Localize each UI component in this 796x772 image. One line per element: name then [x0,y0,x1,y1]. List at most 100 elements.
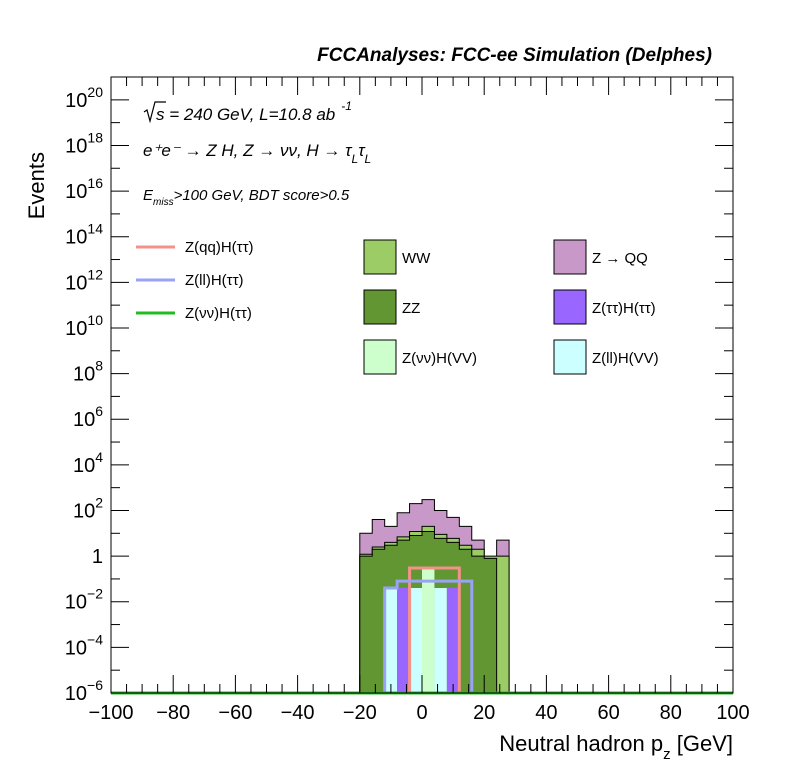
y-tick-label: 104 [73,449,103,477]
line-series-0 [408,566,461,693]
y-tick-base: 10 [65,272,87,294]
signal-layer [384,568,460,693]
signal-bar-1 [397,588,410,693]
x-tick-label: −20 [343,702,377,724]
signal-bar-4 [434,588,447,693]
x-tick-label: −40 [281,702,315,724]
legend-label: Z(qq)H(ττ) [185,239,254,256]
y-tick-base: 1 [92,546,103,568]
process-text: e⁺e⁻ → Z H, Z → νν, H → τ [143,141,353,160]
y-tick-base: 10 [65,90,87,112]
y-tick-exp: −4 [87,631,103,647]
legend: Z(qq)H(ττ) Z(ll)H(ττ) Z(νν)H(ττ) WW Z → QQ ZZ… [136,239,659,375]
y-tick-exp: 2 [95,494,103,510]
y-tick-label: 106 [73,403,103,431]
sqrt-symbol [143,101,166,124]
y-tick-base: 10 [65,637,87,659]
process-sub1: L [352,152,359,166]
process-sub2: L [365,152,372,166]
x-tick-label: 100 [716,702,749,724]
cut-sub: miss [153,197,174,208]
y-tick-exp: 12 [87,266,103,282]
x-axis-title-sub: z [663,746,671,763]
legend-label: Z(ll)H(VV) [592,350,659,367]
legend-label: ZZ [402,300,420,317]
legend-label: WW [402,250,431,267]
cut-annotation: Emiss>100 GeV, BDT score>0.5 [143,187,350,208]
x-tick-label: 20 [473,702,495,724]
y-axis: 10−610−410−21102104106108101010121014101… [65,76,733,705]
y-tick-exp: 4 [95,449,103,465]
process-annotation: e⁺e⁻ → Z H, Z → νν, H → τLτL [143,141,371,166]
y-tick-base: 10 [73,500,95,522]
signal-bar-2 [409,588,422,693]
x-tick-label: 80 [660,702,682,724]
signal-bar-3 [422,568,435,693]
y-axis-title: Events [24,152,49,219]
chart-title: FCCAnalyses: FCC-ee Simulation (Delphes) [317,45,712,66]
y-tick-label: 108 [73,358,103,386]
energy-text: = 240 GeV, L=10.8 ab [165,105,336,124]
y-tick-base: 10 [65,181,87,203]
x-tick-label: −100 [88,702,133,724]
y-tick-base: 10 [65,135,87,157]
y-tick-base: 10 [65,227,87,249]
y-tick-base: 10 [73,364,95,386]
y-tick-exp: 16 [87,175,103,191]
y-tick-label: 10−4 [65,631,103,659]
x-axis-title: Neutral hadron pz [GeV] [499,731,733,763]
legend-fill-swatch [553,289,587,325]
y-tick-base: 10 [73,409,95,431]
y-tick-base: 10 [73,455,95,477]
y-tick-label: 1016 [65,175,103,203]
energy-exp: -1 [341,99,352,113]
legend-fill-swatch [553,239,587,275]
y-tick-label: 10−2 [65,586,103,614]
x-tick-label: −60 [218,702,252,724]
y-tick-exp: −6 [87,677,103,693]
legend-fill-swatch [363,289,397,325]
legend-label: Z(ll)H(ττ) [185,272,244,289]
energy-annotation: s = 240 GeV, L=10.8 ab -1 [143,99,352,124]
y-tick-base: 10 [65,683,87,705]
y-tick-base: 10 [65,592,87,614]
y-tick-exp: 6 [95,403,103,419]
svg-text:s = 240 GeV, L=10.8 ab-1: s = 240 GeV, L=10.8 ab -1 [156,99,352,124]
y-tick-exp: 10 [87,312,103,328]
y-tick-exp: 20 [87,84,103,100]
x-tick-label: 0 [416,702,427,724]
y-tick-label: 1012 [65,266,103,294]
y-tick-exp: 8 [95,358,103,374]
x-axis-title-unit: [GeV] [677,731,733,756]
y-tick-base: 10 [65,318,87,340]
x-axis: −100 −80 −60 −40 −20 0 20 40 60 80 100 [88,77,750,724]
line-series-1 [383,579,474,693]
y-tick-exp: −2 [87,586,103,602]
signal-bar-5 [446,588,460,693]
y-tick-label: 1010 [65,312,103,340]
legend-label: Z(νν)H(VV) [402,350,477,367]
y-tick-label: 10−6 [65,677,103,705]
x-tick-label: 40 [535,702,557,724]
signal-bar-0 [384,588,398,693]
legend-fill-swatch [553,339,587,375]
y-tick-exp: 14 [87,221,103,237]
legend-fill-swatch [363,339,397,375]
y-tick-label: 1018 [65,129,103,157]
x-axis-title-main: Neutral hadron p [499,731,663,756]
x-tick-label: −80 [156,702,190,724]
y-tick-label: 1 [92,546,103,568]
y-tick-label: 102 [73,494,103,522]
legend-label: Z → QQ [592,250,648,267]
legend-fill-swatch [363,239,397,275]
cut-prefix: E [143,187,154,204]
process-tau: τ [358,141,366,160]
y-tick-exp: 18 [87,129,103,145]
energy-sqrt-s: s [156,105,165,124]
x-tick-label: 60 [597,702,619,724]
y-tick-label: 1014 [65,221,103,249]
legend-label: Z(νν)H(ττ) [185,305,252,322]
y-tick-label: 1020 [65,84,103,112]
cut-text: >100 GeV, BDT score>0.5 [174,187,350,204]
